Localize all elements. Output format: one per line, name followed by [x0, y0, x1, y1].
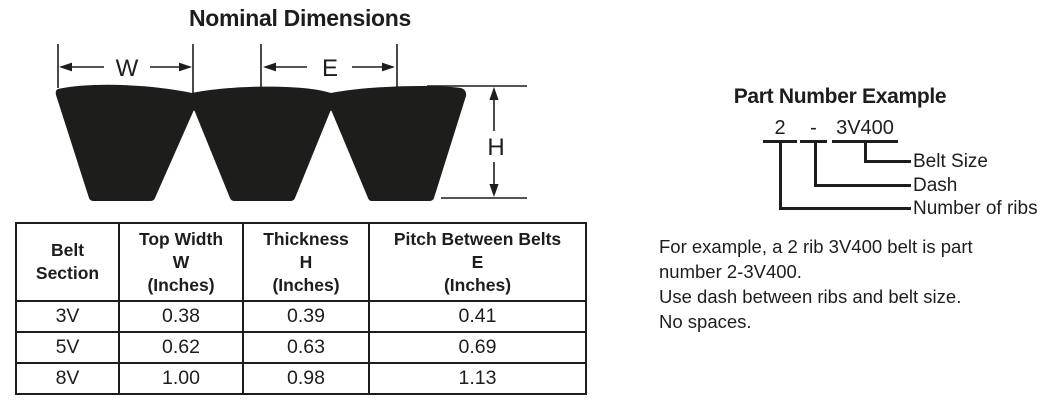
- table-row: 5V 0.62 0.63 0.69: [15, 331, 587, 364]
- part-number-example-title: Part Number Example: [733, 85, 947, 108]
- cell-belt-section: 8V: [15, 362, 120, 395]
- dimension-label-w: W: [116, 55, 139, 82]
- cell-belt-section: 3V: [15, 300, 120, 333]
- cell-belt-section: 5V: [15, 331, 120, 364]
- callout-label-ribs: Number of ribs: [913, 198, 1038, 219]
- table-row: 3V 0.38 0.39 0.41: [15, 300, 587, 333]
- cell-pitch: 0.41: [368, 300, 587, 333]
- callout-line-ribs: [779, 143, 911, 210]
- col-header-pitch: Pitch Between Belts E (Inches): [368, 222, 587, 302]
- cell-pitch: 1.13: [368, 362, 587, 395]
- cell-thickness: 0.39: [242, 300, 370, 333]
- table-row: 8V 1.00 0.98 1.13: [15, 362, 587, 395]
- belt-dimensions-table-container: Belt Section Top Width W (Inches) Thickn…: [15, 222, 587, 395]
- part-number-dash-value: -: [800, 116, 827, 143]
- belt-cross-section-diagram: W E H: [55, 44, 527, 201]
- note-line: For example, a 2 rib 3V400 belt is part: [659, 236, 973, 257]
- part-number-ribs-value: 2: [763, 116, 797, 143]
- callout-line-belt-size: [864, 143, 911, 163]
- belt-silhouette: [55, 84, 467, 201]
- part-number-note: For example, a 2 rib 3V400 belt is part …: [659, 234, 1059, 334]
- cell-thickness: 0.98: [242, 362, 370, 395]
- callout-label-dash: Dash: [913, 175, 958, 196]
- col-header-thickness: Thickness H (Inches): [242, 222, 370, 302]
- col-header-belt-section: Belt Section: [15, 222, 120, 302]
- callout-line-dash: [814, 143, 911, 187]
- dimension-extension-lines: [57, 44, 527, 199]
- col-header-top-width: Top Width W (Inches): [118, 222, 244, 302]
- dimension-arrowheads: [59, 62, 499, 197]
- note-line: number 2-3V400.: [659, 261, 802, 282]
- dimension-label-e: E: [322, 55, 338, 82]
- cell-top-width: 1.00: [118, 362, 244, 395]
- cell-pitch: 0.69: [368, 331, 587, 364]
- cell-thickness: 0.63: [242, 331, 370, 364]
- dimension-label-h: H: [487, 134, 504, 161]
- table-header-row: Belt Section Top Width W (Inches) Thickn…: [15, 222, 587, 302]
- diagram-title: Nominal Dimensions: [188, 5, 412, 31]
- note-line: No spaces.: [659, 311, 752, 332]
- belt-dimensions-table: Belt Section Top Width W (Inches) Thickn…: [15, 222, 587, 395]
- note-line: Use dash between ribs and belt size.: [659, 286, 962, 307]
- part-number-belt-size-value: 3V400: [832, 116, 898, 143]
- callout-label-belt-size: Belt Size: [913, 151, 988, 172]
- cell-top-width: 0.62: [118, 331, 244, 364]
- cell-top-width: 0.38: [118, 300, 244, 333]
